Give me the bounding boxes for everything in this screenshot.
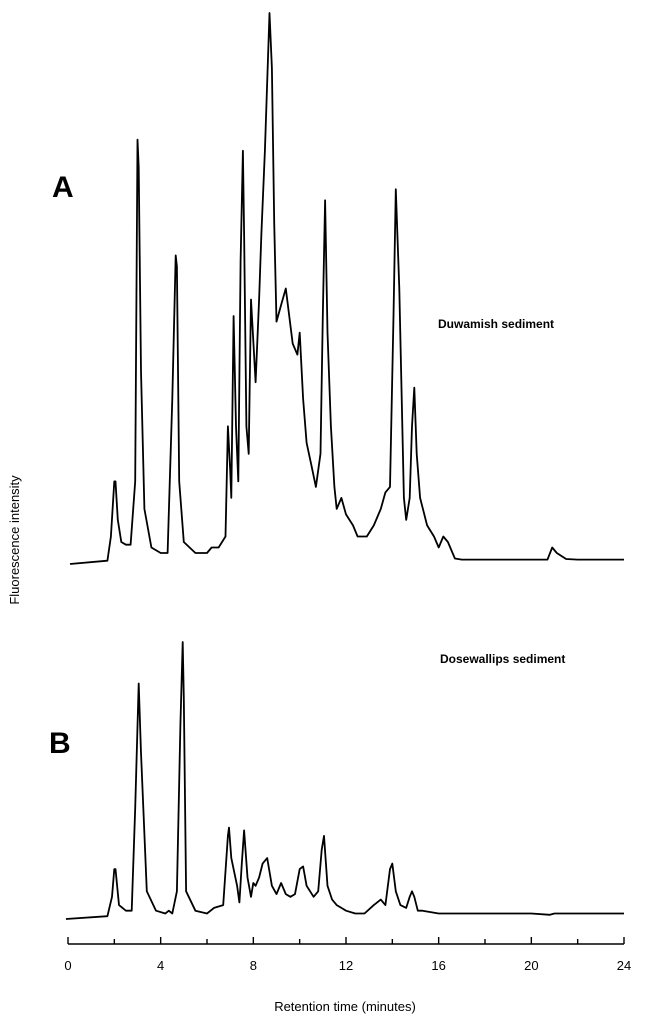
- panel-a: A Duwamish sediment: [52, 12, 624, 565]
- x-tick-label-4: 4: [157, 958, 164, 973]
- panel-a-label: Duwamish sediment: [438, 317, 554, 331]
- panel-b-letter: B: [49, 727, 71, 760]
- x-tick-label-12: 12: [339, 958, 353, 973]
- x-tick-label-8: 8: [250, 958, 257, 973]
- x-tick-label-16: 16: [431, 958, 445, 973]
- panel-b: B Dosewallips sediment: [49, 641, 624, 920]
- x-axis-ticks: 0 4 8 12 16 20 24: [64, 937, 631, 973]
- panel-a-letter: A: [52, 171, 74, 204]
- trace-duwamish-sediment: [69, 12, 624, 565]
- panel-b-label: Dosewallips sediment: [440, 652, 565, 666]
- x-axis-label: Retention time (minutes): [274, 999, 416, 1014]
- trace-dosewallips-sediment: [65, 641, 624, 920]
- x-tick-label-24: 24: [617, 958, 631, 973]
- x-tick-label-20: 20: [524, 958, 538, 973]
- y-axis-label: Fluorescence intensity: [7, 475, 22, 605]
- x-tick-label-0: 0: [64, 958, 71, 973]
- x-axis: 0 4 8 12 16 20 24: [64, 937, 631, 973]
